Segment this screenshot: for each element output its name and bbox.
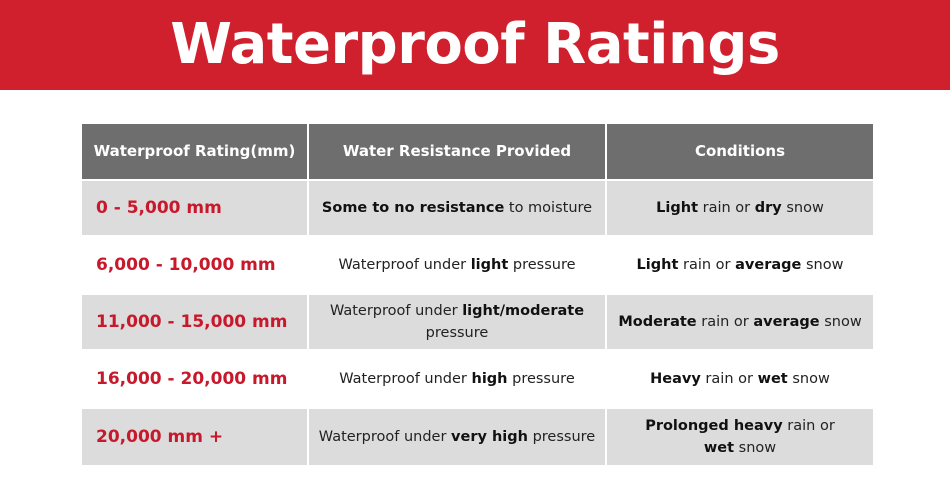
resistance-text: Waterproof under xyxy=(318,428,452,445)
resistance-emphasis: very high xyxy=(451,428,528,445)
conditions-emphasis: Moderate xyxy=(618,313,697,330)
resistance-text: to moisture xyxy=(504,199,593,216)
rating-cell: 0 - 5,000 mm xyxy=(82,181,307,235)
resistance-cell: Waterproof under very high pressure xyxy=(309,409,605,465)
resistance-emphasis: high xyxy=(471,370,508,387)
resistance-text: Waterproof under xyxy=(339,370,472,387)
conditions-text: snow xyxy=(734,440,777,456)
resistance-text: Waterproof under xyxy=(338,256,471,273)
conditions-text: rain or xyxy=(700,370,758,387)
resistance-text: pressure xyxy=(507,370,575,387)
resistance-text: pressure xyxy=(508,256,576,273)
conditions-emphasis: Light xyxy=(636,256,679,273)
conditions-cell: Heavy rain or wet snow xyxy=(607,351,873,407)
conditions-text: rain or xyxy=(698,199,755,216)
conditions-text: rain or xyxy=(782,417,835,434)
resistance-text: Waterproof under xyxy=(329,302,463,319)
ratings-table: Waterproof Rating(mm) Water Resistance P… xyxy=(82,124,873,465)
resistance-text: pressure xyxy=(527,428,596,445)
rating-cell: 16,000 - 20,000 mm xyxy=(82,351,307,407)
rating-cell: 11,000 - 15,000 mm xyxy=(82,295,307,349)
conditions-emphasis: wet xyxy=(703,440,735,456)
conditions-emphasis: Light xyxy=(656,199,699,216)
conditions-emphasis: average xyxy=(753,313,820,330)
resistance-text: pressure xyxy=(425,325,489,341)
rating-cell: 6,000 - 10,000 mm xyxy=(82,237,307,293)
conditions-text: rain or xyxy=(678,256,736,273)
conditions-text: rain or xyxy=(696,313,754,330)
conditions-emphasis: Heavy xyxy=(650,370,701,387)
title-banner: Waterproof Ratings xyxy=(0,0,950,90)
resistance-cell: Waterproof under high pressure xyxy=(309,351,605,407)
column-header-conditions: Conditions xyxy=(607,124,873,179)
conditions-emphasis: average xyxy=(735,256,802,273)
resistance-cell: Waterproof under light/moderate pressure xyxy=(309,295,605,349)
resistance-emphasis: light/moderate xyxy=(462,302,585,319)
conditions-emphasis: dry xyxy=(754,199,782,216)
conditions-text: snow xyxy=(819,313,862,330)
resistance-cell: Some to no resistance to moisture xyxy=(309,181,605,235)
conditions-emphasis: wet xyxy=(757,370,788,387)
conditions-cell: Light rain or average snow xyxy=(607,237,873,293)
rating-cell: 20,000 mm + xyxy=(82,409,307,465)
resistance-emphasis: light xyxy=(470,256,509,273)
column-header-resistance: Water Resistance Provided xyxy=(309,124,605,179)
resistance-emphasis: Some to no resistance xyxy=(321,199,505,216)
column-header-rating: Waterproof Rating(mm) xyxy=(82,124,307,179)
conditions-cell: Moderate rain or average snow xyxy=(607,295,873,349)
conditions-text: snow xyxy=(787,370,830,387)
conditions-cell: Light rain or dry snow xyxy=(607,181,873,235)
conditions-text: snow xyxy=(801,256,844,273)
conditions-emphasis: Prolonged heavy xyxy=(645,417,783,434)
page-title: Waterproof Ratings xyxy=(170,12,780,77)
conditions-cell: Prolonged heavy rain or wet snow xyxy=(607,409,873,465)
conditions-text: snow xyxy=(781,199,824,216)
resistance-cell: Waterproof under light pressure xyxy=(309,237,605,293)
